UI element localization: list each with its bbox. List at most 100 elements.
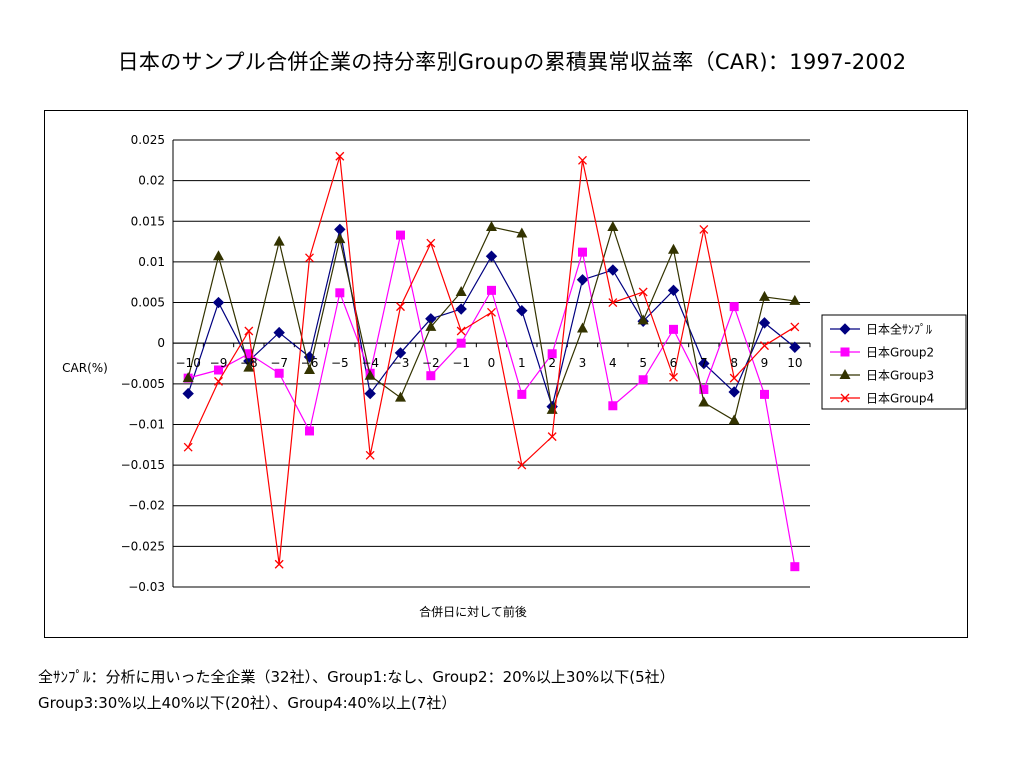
data-point [547,432,557,442]
legend-marker [840,347,850,357]
chart-area: 0.025 0.02 0.015 0.01 0.005 0 −0.005 −0.01 −0.01… [44,110,968,638]
data-point [335,151,345,161]
data-point [667,284,680,297]
x-tick-label: 3 [579,356,587,370]
series-3 [182,220,801,425]
data-point [396,230,405,240]
slide-title: 日本のサンプル合併企業の持分率別Groupの累積異常収益率（CAR)：1997-… [117,50,907,74]
data-point [396,302,405,312]
x-tick-label: −5 [331,356,349,370]
data-point [487,285,496,295]
data-point [699,385,709,395]
data-point [364,387,376,400]
x-tick-label: −2 [422,356,440,370]
legend-item: 日本Group4 [830,392,934,406]
y-axis-title: CAR(%) [62,361,108,375]
data-point [365,450,375,460]
data-point [425,320,437,331]
x-tick-label: 7 [700,356,708,370]
y-tick-label: −0.005 [121,377,165,391]
data-point [335,288,345,298]
legend-label: 日本Group4 [866,392,934,406]
y-tick-label: −0.015 [121,458,165,472]
legend-marker [839,369,851,379]
data-point [578,155,587,165]
data-point [244,326,254,336]
y-tick-label: −0.02 [128,499,165,513]
legend-label: 日本Group3 [866,369,934,383]
legend-item: 日本全ｻﾝﾌﾟﾙ [830,322,932,337]
data-point [517,460,527,470]
x-tick-label: −3 [392,356,410,370]
data-point [699,224,709,234]
data-point [729,302,739,312]
data-point [394,347,407,359]
data-point [758,317,771,329]
data-point [789,341,801,353]
x-tick-label: −8 [240,356,258,370]
y-tick-label: 0.01 [138,255,165,269]
data-point [790,562,800,572]
data-point [305,426,314,436]
data-point [789,294,801,305]
data-point [183,442,193,452]
data-point [487,307,496,317]
x-tick-label: 1 [518,356,526,370]
legend-marker [839,323,851,335]
legend-label: 日本Group2 [866,346,934,360]
data-point [182,372,194,383]
legend-label: 日本全ｻﾝﾌﾟﾙ [866,322,932,337]
data-point [305,253,314,263]
data-point [607,264,619,276]
data-point [273,235,285,246]
data-point [608,401,618,411]
data-point [517,389,527,399]
data-point [334,223,346,236]
data-point [364,369,376,380]
data-point [273,326,285,339]
series-2 [183,230,800,572]
x-tick-label: 5 [639,356,647,370]
y-tick-label: 0.02 [138,174,165,188]
data-point [456,326,466,336]
data-point [274,559,284,569]
data-point [698,396,710,407]
y-tick-label: −0.03 [128,580,165,594]
x-tick-label: −7 [270,356,288,370]
chart-legend: 日本全ｻﾝﾌﾟﾙ 日本Group2 日本Group3 日本Group4 [821,314,967,410]
data-point [304,364,315,375]
series-4 [183,151,800,569]
y-tick-label: −0.01 [128,417,165,431]
data-point [760,341,769,351]
data-point [698,357,710,370]
data-point [214,365,223,375]
data-point [486,220,497,231]
data-point [578,247,587,257]
data-point [669,324,678,334]
x-tick-label: −1 [452,356,470,370]
x-tick-label: 4 [609,356,617,370]
data-point [243,361,255,372]
x-tick-label: −6 [301,356,319,370]
data-point [608,298,618,308]
data-point [212,296,225,309]
footnote: 全ｻﾝﾌﾟﾙ：分析に用いった全企業（32社）、Group1:なし、Group2：… [38,664,675,716]
legend-item: 日本Group3 [830,369,934,383]
data-point [334,233,346,244]
data-point [244,349,254,359]
data-point [395,391,406,402]
y-tick-label: −0.025 [121,539,165,553]
footnote-line-2: Group3:30%以上40%以下(20社）、Group4:40%以上(7社） [38,694,457,712]
data-point [760,389,769,399]
data-point [455,285,467,296]
data-point [576,274,589,286]
data-point [455,303,467,315]
data-point [426,371,436,381]
data-point [426,238,436,248]
data-point [214,376,223,386]
data-point [274,368,284,378]
data-point [456,338,466,348]
data-point [728,386,740,398]
data-point [790,322,800,332]
legend-marker [840,393,850,403]
